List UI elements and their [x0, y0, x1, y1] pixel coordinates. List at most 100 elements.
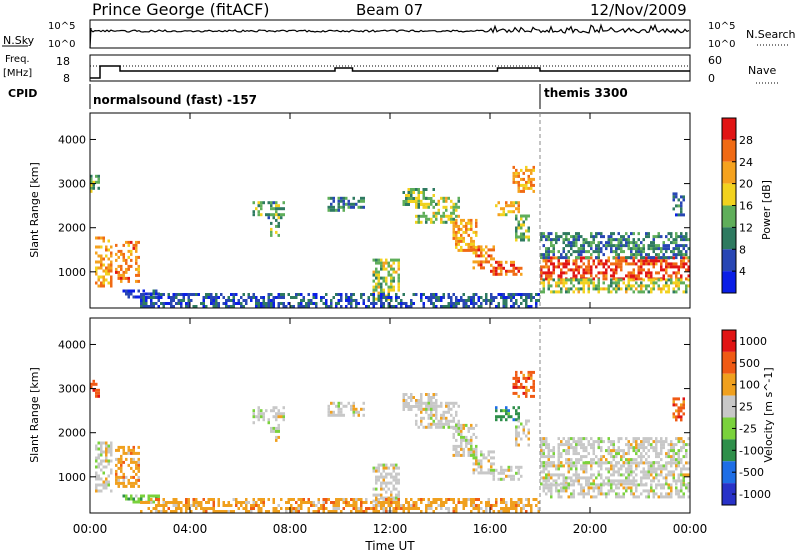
- heatmap-cell: [475, 423, 478, 427]
- heatmap-cell: [447, 401, 450, 405]
- heatmap-cell: [635, 281, 638, 285]
- heatmap-cell: [127, 451, 130, 455]
- heatmap-cell: [450, 211, 453, 215]
- heatmap-cell: [597, 440, 600, 444]
- heatmap-cell: [130, 481, 133, 485]
- heatmap-cell: [577, 265, 580, 269]
- heatmap-cell: [127, 249, 130, 253]
- heatmap-cell: [582, 467, 585, 471]
- heatmap-cell: [575, 232, 578, 236]
- heatmap-cell: [475, 251, 478, 255]
- heatmap-cell: [645, 271, 648, 275]
- heatmap-cell: [467, 498, 470, 501]
- heatmap-cell: [515, 180, 518, 184]
- heatmap-cell: [357, 510, 360, 513]
- heatmap-cell: [267, 296, 270, 299]
- heatmap-cell: [235, 293, 238, 296]
- heatmap-cell: [127, 497, 130, 501]
- heatmap-cell: [160, 296, 163, 299]
- heatmap-cell: [330, 202, 333, 206]
- heatmap-cell: [105, 266, 108, 270]
- heatmap-cell: [422, 214, 425, 218]
- heatmap-cell: [407, 402, 410, 405]
- heatmap-cell: [350, 302, 353, 305]
- heatmap-cell: [132, 243, 135, 247]
- heatmap-cell: [610, 455, 613, 459]
- heatmap-cell: [597, 486, 600, 490]
- heatmap-cell: [345, 299, 348, 302]
- heatmap-cell: [397, 261, 400, 265]
- heatmap-cell: [662, 486, 665, 490]
- heatmap-cell: [640, 446, 643, 450]
- heatmap-cell: [650, 489, 653, 493]
- heatmap-cell: [562, 437, 565, 441]
- heatmap-cell: [432, 211, 435, 215]
- heatmap-cell: [402, 504, 405, 507]
- heatmap-cell: [522, 507, 525, 510]
- heatmap-cell: [545, 256, 548, 260]
- heatmap-cell: [577, 268, 580, 272]
- heatmap-cell: [550, 259, 553, 263]
- heatmap-cell: [560, 290, 563, 294]
- heatmap-cell: [502, 468, 505, 472]
- heatmap-cell: [525, 391, 528, 395]
- heatmap-cell: [685, 250, 688, 254]
- heatmap-cell: [410, 305, 413, 308]
- heatmap-cell: [380, 493, 383, 497]
- heatmap-cell: [375, 510, 378, 513]
- heatmap-cell: [475, 230, 478, 234]
- heatmap-cell: [302, 299, 305, 302]
- heatmap-cell: [465, 302, 468, 305]
- heatmap-cell: [612, 238, 615, 242]
- time-axis-ticks: 00:00 04:00 08:00 12:00 16:00 20:00 00:00: [73, 113, 707, 536]
- heatmap-cell: [605, 467, 608, 471]
- heatmap-cell: [555, 467, 558, 471]
- heatmap-cell: [647, 262, 650, 266]
- heatmap-cell: [350, 293, 353, 296]
- heatmap-cell: [582, 244, 585, 248]
- heatmap-cell: [565, 238, 568, 242]
- heatmap-cell: [622, 449, 625, 453]
- heatmap-cell: [470, 438, 473, 442]
- heatmap-cell: [637, 455, 640, 459]
- heatmap-cell: [130, 466, 133, 470]
- heatmap-cell: [202, 296, 205, 299]
- heatmap-cell: [180, 305, 183, 308]
- heatmap-cell: [462, 423, 465, 427]
- heatmap-cell: [460, 236, 463, 240]
- heatmap-cell: [335, 501, 338, 504]
- heatmap-cell: [485, 257, 488, 261]
- heatmap-cell: [300, 507, 303, 510]
- heatmap-cell: [275, 426, 278, 430]
- heatmap-cell: [650, 483, 653, 487]
- heatmap-cell: [210, 302, 213, 305]
- heatmap-cell: [130, 249, 133, 253]
- heatmap-cell: [372, 510, 375, 513]
- heatmap-cell: [385, 490, 388, 494]
- heatmap-cell: [140, 497, 143, 501]
- heatmap-cell: [630, 479, 633, 483]
- heatmap-cell: [612, 443, 615, 447]
- heatmap-cell: [567, 232, 570, 236]
- heatmap-cell: [545, 274, 548, 278]
- heatmap-cell: [627, 235, 630, 239]
- heatmap-cell: [492, 477, 495, 481]
- heatmap-cell: [680, 262, 683, 266]
- heatmap-cell: [557, 455, 560, 459]
- heatmap-cell: [302, 501, 305, 504]
- heatmap-cell: [667, 290, 670, 294]
- heatmap-cell: [192, 305, 195, 308]
- heatmap-cell: [480, 296, 483, 299]
- heatmap-cell: [597, 483, 600, 487]
- heatmap-cell: [525, 419, 528, 423]
- heatmap-cell: [380, 501, 383, 504]
- heatmap-cell: [147, 497, 150, 501]
- heatmap-cell: [200, 501, 203, 504]
- heatmap-cell: [210, 293, 213, 296]
- heatmap-cell: [262, 302, 265, 305]
- noise-panel: N.Sky 10^5 10^0 10^5 10^0 N.Search: [2, 19, 796, 50]
- heatmap-cell: [427, 205, 430, 209]
- heatmap-cell: [640, 492, 643, 496]
- heatmap-cell: [672, 207, 675, 211]
- heatmap-cell: [680, 274, 683, 278]
